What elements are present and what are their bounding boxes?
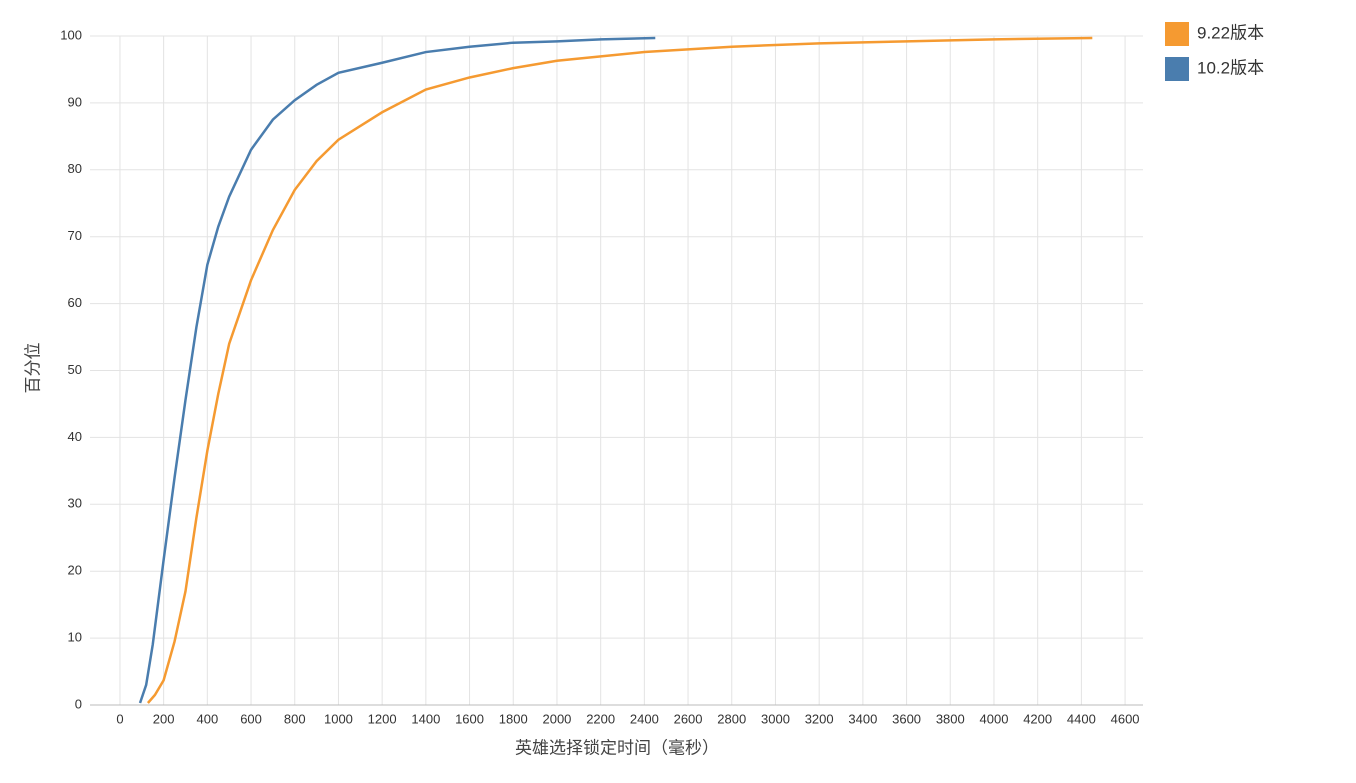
x-tick-label: 3600 xyxy=(892,711,921,726)
x-tick-label: 3000 xyxy=(761,711,790,726)
x-tick-label: 3400 xyxy=(848,711,877,726)
legend-swatch xyxy=(1165,57,1189,81)
legend-swatch xyxy=(1165,22,1189,46)
x-tick-label: 1600 xyxy=(455,711,484,726)
x-tick-label: 2800 xyxy=(717,711,746,726)
x-tick-label: 1000 xyxy=(324,711,353,726)
x-tick-label: 4600 xyxy=(1111,711,1140,726)
y-tick-label: 30 xyxy=(68,496,82,511)
x-tick-label: 200 xyxy=(153,711,175,726)
x-tick-label: 2400 xyxy=(630,711,659,726)
x-tick-label: 0 xyxy=(116,711,123,726)
y-tick-label: 20 xyxy=(68,563,82,578)
x-tick-label: 4400 xyxy=(1067,711,1096,726)
y-tick-label: 0 xyxy=(75,696,82,711)
y-tick-label: 80 xyxy=(68,161,82,176)
y-tick-label: 60 xyxy=(68,295,82,310)
x-tick-label: 2600 xyxy=(674,711,703,726)
y-tick-label: 90 xyxy=(68,94,82,109)
x-tick-label: 600 xyxy=(240,711,262,726)
y-tick-label: 100 xyxy=(60,27,82,42)
x-tick-label: 1400 xyxy=(411,711,440,726)
x-tick-label: 3200 xyxy=(805,711,834,726)
x-axis-title: 英雄选择锁定时间（毫秒） xyxy=(515,738,719,757)
y-tick-label: 50 xyxy=(68,362,82,377)
x-tick-label: 800 xyxy=(284,711,306,726)
legend-label: 10.2版本 xyxy=(1197,58,1264,77)
series-line xyxy=(138,36,656,704)
x-tick-label: 4000 xyxy=(980,711,1009,726)
x-tick-label: 2000 xyxy=(542,711,571,726)
x-tick-label: 4200 xyxy=(1023,711,1052,726)
x-tick-label: 400 xyxy=(196,711,218,726)
y-tick-label: 10 xyxy=(68,630,82,645)
x-tick-label: 2200 xyxy=(586,711,615,726)
x-tick-label: 1800 xyxy=(499,711,528,726)
legend-label: 9.22版本 xyxy=(1197,23,1264,42)
y-tick-label: 70 xyxy=(68,228,82,243)
y-tick-label: 40 xyxy=(68,429,82,444)
x-tick-label: 3800 xyxy=(936,711,965,726)
y-axis-title: 百分位 xyxy=(23,343,42,394)
x-tick-label: 1200 xyxy=(368,711,397,726)
series-line xyxy=(146,36,1093,704)
